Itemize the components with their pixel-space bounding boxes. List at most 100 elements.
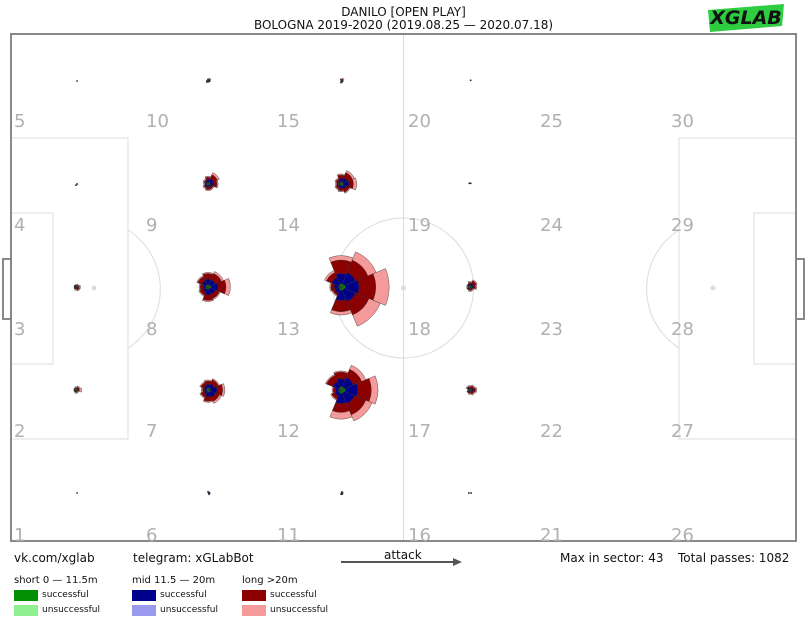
wedge-s2-d315-short: [75, 389, 78, 392]
wedge-s11-d45-mid: [340, 491, 343, 494]
right-goal-box: [753, 212, 797, 365]
legend-mid-unsuccessful-swatch: [132, 605, 156, 616]
wedge-s6-d90-mid: [207, 491, 209, 494]
left-penalty-box: [10, 137, 129, 440]
wedge-s10-d225-mid: [206, 80, 209, 83]
wedge-s15-d315-mid: [340, 80, 343, 83]
wedge-s6-d315-mid: [207, 492, 210, 495]
rose-sector-11: [340, 490, 344, 496]
rose-sector-6: [207, 491, 211, 496]
right-penalty-arc: [646, 229, 680, 349]
right-goal: [795, 258, 805, 320]
telegram-link[interactable]: telegram: xGLabBot: [133, 551, 254, 565]
pass-roses: [73, 77, 478, 496]
legend-long-successful-label: successful: [270, 590, 317, 600]
sector-label-12: 12: [277, 421, 300, 442]
wedge-s13-d315-mid: [340, 286, 356, 302]
sector-label-3: 3: [14, 319, 25, 340]
legend-mid-title: mid 11.5 — 20m: [132, 575, 216, 586]
sector-label-28: 28: [671, 319, 694, 340]
max-in-sector: Max in sector: 43: [560, 551, 664, 565]
wedge-s18-d315-short: [469, 286, 472, 289]
legend-long-successful-swatch: [242, 590, 266, 601]
legend-mid-successful-swatch: [132, 590, 156, 601]
rose-sector-17: [465, 384, 477, 396]
wedge-s4-d270-mid: [75, 183, 77, 186]
wedge-s12-d315-short: [340, 389, 345, 394]
sector-label-6: 6: [146, 525, 157, 546]
sector-label-27: 27: [671, 421, 694, 442]
vk-link[interactable]: vk.com/xglab: [14, 551, 95, 565]
sector-label-10: 10: [146, 111, 169, 132]
sector-label-13: 13: [277, 319, 300, 340]
wedge-s9-d315-short: [207, 183, 210, 186]
wedge-s11-d270-mid: [340, 492, 342, 495]
sector-label-20: 20: [408, 111, 431, 132]
wedge-s4-d0-mid: [75, 183, 78, 185]
rose-sector-20: [469, 79, 472, 82]
wedge-s19-d45-mid: [469, 182, 472, 185]
wedge-s17-d315-short: [469, 389, 472, 392]
legend-long-unsuccessful-label: unsuccessful: [270, 605, 328, 615]
sector-label-15: 15: [277, 111, 300, 132]
legend-long-unsuccessful-swatch: [242, 605, 266, 616]
rose-sector-1: [75, 492, 78, 494]
sector-label-23: 23: [540, 319, 563, 340]
sector-label-24: 24: [540, 215, 563, 236]
wedge-s16-d180-mid: [468, 492, 471, 494]
wedge-s8-d315-short: [207, 286, 211, 290]
sector-label-17: 17: [408, 421, 431, 442]
sector-label-2: 2: [14, 421, 25, 442]
sector-label-11: 11: [277, 525, 300, 546]
chart-title: DANILO [OPEN PLAY]: [341, 5, 466, 19]
rose-sector-2: [73, 385, 82, 394]
wedge-s5-d0-long: [75, 80, 78, 82]
rose-sector-4: [75, 183, 78, 186]
rose-sector-15: [339, 77, 345, 84]
sector-label-14: 14: [277, 215, 300, 236]
rose-sector-19: [468, 182, 472, 185]
left-penalty-spot: [91, 285, 97, 291]
rose-sector-9: [202, 172, 220, 191]
legend-long-title: long >20m: [242, 575, 298, 586]
sector-label-25: 25: [540, 111, 563, 132]
sector-label-1: 1: [14, 525, 25, 546]
xglab-logo: XGLAB: [708, 4, 784, 32]
wedge-s7-d315-mid: [207, 389, 216, 398]
sector-label-19: 19: [408, 215, 431, 236]
left-penalty-arc: [127, 229, 161, 349]
wedge-s16-d0-mid: [469, 492, 472, 494]
right-penalty-spot: [710, 285, 716, 291]
sector-label-18: 18: [408, 319, 431, 340]
wedge-s1-d0-long: [75, 492, 78, 494]
sector-label-5: 5: [14, 111, 25, 132]
rose-sector-10: [205, 77, 212, 84]
right-penalty-box: [678, 137, 797, 440]
sector-label-26: 26: [671, 525, 694, 546]
left-goal: [2, 258, 12, 320]
sector-label-8: 8: [146, 319, 157, 340]
wedge-s10-d315-mid: [207, 80, 210, 83]
legend-mid-unsuccessful-label: unsuccessful: [160, 605, 218, 615]
wedge-s3-d315-short: [75, 286, 78, 289]
wedge-s10-d90-mid: [207, 79, 209, 82]
legend-short-unsuccessful-swatch: [14, 605, 38, 616]
rose-sector-3: [73, 283, 81, 292]
wedge-s13-d315-short: [340, 286, 345, 291]
sector-label-21: 21: [540, 525, 563, 546]
rose-sector-8: [196, 271, 231, 302]
wedge-s8-d315-mid: [207, 286, 216, 295]
rose-sector-12: [325, 364, 379, 422]
sector-label-7: 7: [146, 421, 157, 442]
wedge-s12-d315-mid: [340, 389, 355, 404]
total-passes: Total passes: 1082: [678, 551, 790, 565]
legend-mid-successful-label: successful: [160, 590, 207, 600]
sector-label-4: 4: [14, 215, 25, 236]
attack-arrow-icon: [341, 558, 462, 566]
rose-sector-16: [468, 492, 472, 494]
wedge-s7-d315-short: [207, 389, 211, 393]
rose-sector-14: [334, 170, 357, 194]
logo-brush: [708, 4, 784, 32]
rose-sector-7: [199, 378, 225, 404]
